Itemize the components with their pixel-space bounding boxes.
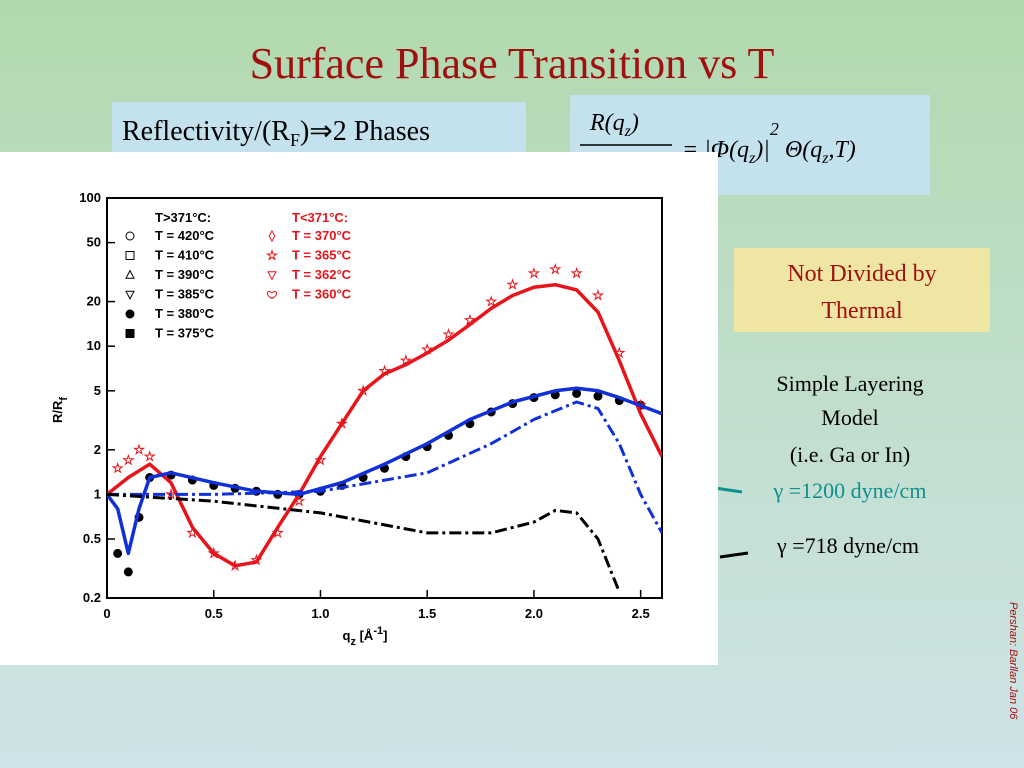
model-line: Model xyxy=(821,405,878,430)
legend-label: T = 370°C xyxy=(292,228,352,243)
gamma-blue: γ =1200 dyne/cm xyxy=(773,478,927,503)
model-line: Simple Layering xyxy=(776,371,923,396)
marker xyxy=(125,269,135,279)
legend-header: T<371°C: xyxy=(292,210,348,225)
y-axis-label: R/Rf xyxy=(50,397,70,423)
legend-label: T = 385°C xyxy=(155,287,215,302)
y-tick-label: 100 xyxy=(79,190,101,205)
marker xyxy=(266,291,278,300)
legend-header: T>371°C: xyxy=(155,210,211,225)
series-line xyxy=(107,492,621,593)
marker xyxy=(111,461,124,474)
note-line: Thermal xyxy=(821,298,903,324)
y-tick-label: 0.2 xyxy=(83,590,101,605)
legend-label: T = 365°C xyxy=(292,248,352,263)
marker xyxy=(399,354,412,366)
y-tick-label: 2 xyxy=(94,442,101,457)
y-tick-label: 50 xyxy=(87,235,101,250)
marker xyxy=(265,249,279,261)
series-line xyxy=(107,386,662,556)
phases-text: Reflectivity/(RF)⇒2 Phases xyxy=(122,116,430,150)
marker xyxy=(143,450,156,462)
y-tick-label: 10 xyxy=(87,338,101,353)
x-tick-label: 2.0 xyxy=(525,606,543,621)
marker xyxy=(125,329,135,338)
marker xyxy=(570,266,583,279)
marker xyxy=(122,453,135,466)
legend-label: T = 375°C xyxy=(155,326,215,341)
marker xyxy=(591,288,605,301)
x-tick-label: 0.5 xyxy=(205,606,223,621)
marker xyxy=(268,229,276,243)
y-tick-label: 5 xyxy=(94,383,101,398)
marker xyxy=(485,295,498,307)
plot-frame xyxy=(106,197,663,599)
marker xyxy=(123,567,133,577)
legend-label: T = 420°C xyxy=(155,228,215,243)
y-tick-label: 1 xyxy=(94,486,101,501)
marker xyxy=(572,388,582,398)
phases-box xyxy=(112,102,526,154)
marker xyxy=(506,278,519,290)
marker xyxy=(113,548,123,558)
marker xyxy=(125,309,135,319)
x-tick-label: 2.5 xyxy=(632,606,650,621)
marker xyxy=(442,328,455,340)
chart: 0 0.5 1.0 1.5 2.0 2.5 0.2 0.5 1 2 5 10 20 50 100 T>371°… xyxy=(79,190,663,621)
marker xyxy=(267,271,277,281)
legend-label: T = 360°C xyxy=(292,287,352,302)
x-tick-label: 0 xyxy=(103,606,110,621)
marker xyxy=(125,251,135,260)
series-line xyxy=(107,282,662,568)
note-line: Not Divided by xyxy=(787,261,936,287)
legend-label: T = 362°C xyxy=(292,267,352,282)
marker xyxy=(463,313,477,326)
numerator: R(qz) xyxy=(589,110,639,140)
y-tick-label: 20 xyxy=(87,294,101,309)
marker xyxy=(549,262,562,275)
marker xyxy=(527,266,541,279)
legend-label: T = 410°C xyxy=(155,248,215,263)
legend-label: T = 390°C xyxy=(155,267,215,282)
marker xyxy=(125,231,135,241)
x-tick-label: 1.0 xyxy=(311,606,329,621)
legend-label: T = 380°C xyxy=(155,306,215,321)
marker xyxy=(125,290,135,300)
pointer xyxy=(719,551,749,559)
pointer xyxy=(714,486,743,494)
series-line xyxy=(107,400,662,534)
slide-title: Surface Phase Transition vs T xyxy=(250,39,775,88)
marker xyxy=(132,443,146,456)
x-axis-label: qz [Å-1] xyxy=(343,625,388,648)
x-tick-label: 1.5 xyxy=(418,606,436,621)
marker xyxy=(314,453,327,466)
gamma-black: γ =718 dyne/cm xyxy=(776,533,919,558)
model-line: (i.e. Ga or In) xyxy=(790,442,910,467)
credit: Pershan: Barllan Jan 06 xyxy=(1007,602,1019,720)
rhs: = |Φ(qz)|2Θ(qz,T) xyxy=(682,119,856,167)
y-tick-label: 0.5 xyxy=(83,531,101,546)
note-box xyxy=(734,248,990,332)
